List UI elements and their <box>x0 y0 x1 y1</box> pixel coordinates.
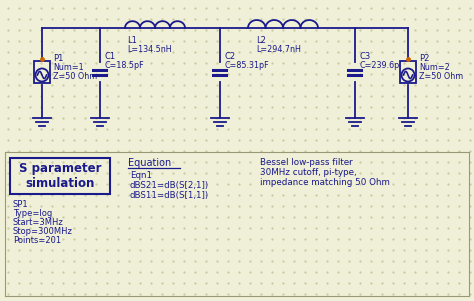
Text: L1: L1 <box>127 36 137 45</box>
Text: Type=log: Type=log <box>13 209 52 218</box>
Bar <box>10 158 110 194</box>
Text: impedance matching 50 Ohm: impedance matching 50 Ohm <box>260 178 390 187</box>
Text: SP1: SP1 <box>13 200 28 209</box>
Text: Eqn1: Eqn1 <box>130 171 152 180</box>
Text: dBS21=dB(S[2,1]): dBS21=dB(S[2,1]) <box>130 181 209 190</box>
Text: C3: C3 <box>360 52 371 61</box>
Text: P1: P1 <box>53 54 64 63</box>
Text: C=85.31pF: C=85.31pF <box>225 61 270 70</box>
Text: Z=50 Ohm: Z=50 Ohm <box>419 72 463 81</box>
Text: L=134.5nH: L=134.5nH <box>127 45 172 54</box>
Text: Bessel low-pass filter: Bessel low-pass filter <box>260 158 353 167</box>
Text: Z=50 Ohm: Z=50 Ohm <box>53 72 97 81</box>
Text: L2: L2 <box>256 36 266 45</box>
Text: Equation: Equation <box>128 158 171 168</box>
Text: L=294.7nH: L=294.7nH <box>256 45 301 54</box>
Text: S parameter
simulation: S parameter simulation <box>19 162 101 190</box>
Text: C=239.6p: C=239.6p <box>360 61 400 70</box>
Bar <box>34 61 50 83</box>
Text: Num=2: Num=2 <box>419 63 450 72</box>
Text: P2: P2 <box>419 54 429 63</box>
Text: Start=3MHz: Start=3MHz <box>13 218 64 227</box>
Text: C=18.5pF: C=18.5pF <box>105 61 145 70</box>
Text: 30MHz cutoff, pi-type,: 30MHz cutoff, pi-type, <box>260 168 356 177</box>
Text: Stop=300MHz: Stop=300MHz <box>13 227 73 236</box>
Bar <box>400 61 416 83</box>
Text: Num=1: Num=1 <box>53 63 83 72</box>
Text: C2: C2 <box>225 52 236 61</box>
Text: C1: C1 <box>105 52 116 61</box>
Text: Points=201: Points=201 <box>13 236 61 245</box>
Text: dBS11=dB(S[1,1]): dBS11=dB(S[1,1]) <box>130 191 209 200</box>
